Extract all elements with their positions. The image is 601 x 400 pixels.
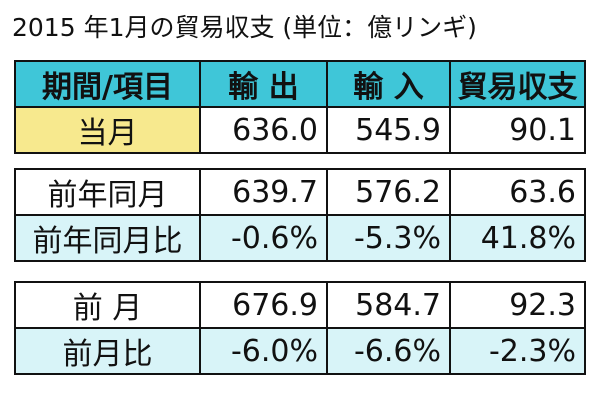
current-month-row: 当月 636.0 545.9 90.1 — [14, 106, 586, 154]
header-imports: 輸 入 — [326, 60, 451, 108]
year-ago-row: 前年同月 639.7 576.2 63.6 — [14, 168, 586, 216]
page-title: 2015 年1月の貿易収支 (単位：億リンギ) — [12, 13, 477, 42]
year-ago-ratio-label: 前年同月比 — [14, 214, 201, 262]
prev-month-ratio-imports: -6.6% — [326, 327, 451, 375]
prev-month-row: 前 月 676.9 584.7 92.3 — [14, 281, 586, 329]
year-ago-exports: 639.7 — [199, 168, 328, 216]
main-table: 期間/項目 輸 出 輸 入 貿易収支 当月 636.0 545.9 90.1 — [14, 60, 586, 154]
current-imports: 545.9 — [326, 106, 451, 154]
year-ago-balance: 63.6 — [449, 168, 586, 216]
prev-month-imports: 584.7 — [326, 281, 451, 329]
year-ago-ratio-imports: -5.3% — [326, 214, 451, 262]
prev-month-ratio-label: 前月比 — [14, 327, 201, 375]
prev-month-ratio-row: 前月比 -6.0% -6.6% -2.3% — [14, 327, 586, 375]
prev-month-exports: 676.9 — [199, 281, 328, 329]
year-ago-table: 前年同月 639.7 576.2 63.6 前年同月比 -0.6% -5.3% … — [14, 168, 586, 262]
year-ago-ratio-exports: -0.6% — [199, 214, 328, 262]
header-exports: 輸 出 — [199, 60, 328, 108]
header-balance: 貿易収支 — [449, 60, 586, 108]
year-ago-ratio-balance: 41.8% — [449, 214, 586, 262]
prev-month-label: 前 月 — [14, 281, 201, 329]
header-item: 期間/項目 — [14, 60, 201, 108]
year-ago-ratio-row: 前年同月比 -0.6% -5.3% 41.8% — [14, 214, 586, 262]
prev-month-ratio-exports: -6.0% — [199, 327, 328, 375]
year-ago-imports: 576.2 — [326, 168, 451, 216]
current-exports: 636.0 — [199, 106, 328, 154]
header-row: 期間/項目 輸 出 輸 入 貿易収支 — [14, 60, 586, 108]
prev-month-ratio-balance: -2.3% — [449, 327, 586, 375]
year-ago-label: 前年同月 — [14, 168, 201, 216]
current-month-label: 当月 — [14, 106, 201, 154]
prev-month-balance: 92.3 — [449, 281, 586, 329]
current-balance: 90.1 — [449, 106, 586, 154]
prev-month-table: 前 月 676.9 584.7 92.3 前月比 -6.0% -6.6% -2.… — [14, 281, 586, 375]
